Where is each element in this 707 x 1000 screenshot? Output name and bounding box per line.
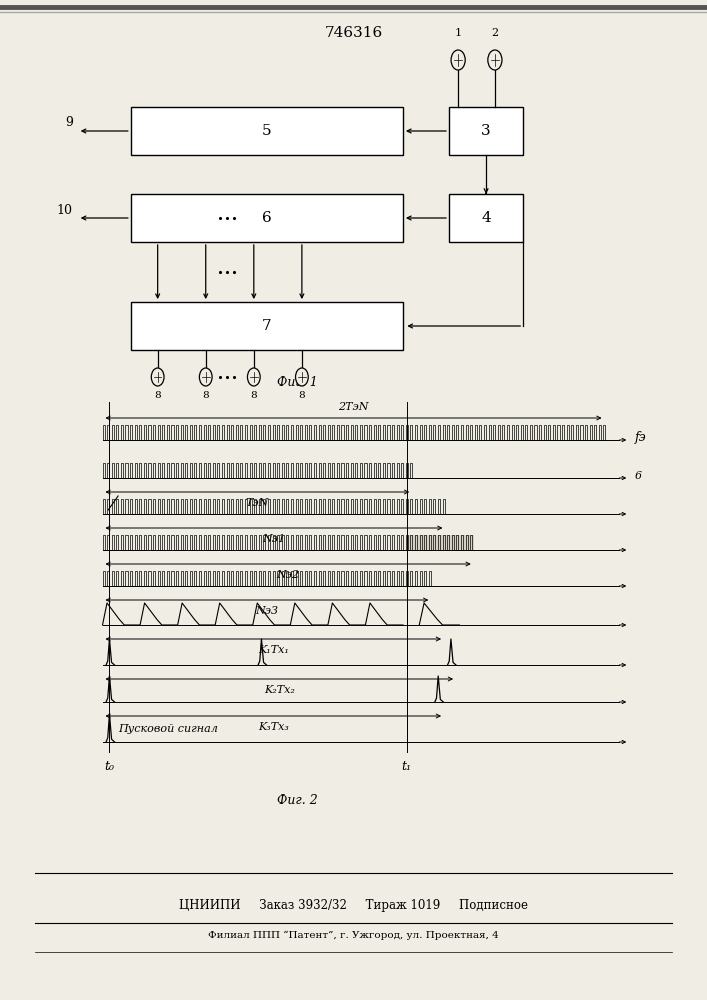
Text: fэ: fэ <box>635 432 646 444</box>
Bar <box>131 302 403 350</box>
Text: 1: 1 <box>455 28 462 38</box>
Text: K₂Tх₂: K₂Tх₂ <box>264 685 295 695</box>
Text: 8: 8 <box>250 391 257 400</box>
Circle shape <box>451 50 465 70</box>
Text: Фиг. 2: Фиг. 2 <box>276 794 317 806</box>
Text: 2: 2 <box>491 28 498 38</box>
Bar <box>449 107 523 155</box>
Circle shape <box>488 50 502 70</box>
Text: TэN: TэN <box>245 498 269 508</box>
Circle shape <box>247 368 260 386</box>
Text: Филиал ППП “Патент”, г. Ужгород, ул. Проектная, 4: Филиал ППП “Патент”, г. Ужгород, ул. Про… <box>208 930 499 940</box>
Bar <box>131 194 403 242</box>
Text: Nэ3: Nэ3 <box>255 606 279 616</box>
Circle shape <box>199 368 212 386</box>
Bar <box>131 107 403 155</box>
Text: 8: 8 <box>298 391 305 400</box>
Text: 6: 6 <box>262 211 271 225</box>
Text: 3: 3 <box>481 124 491 138</box>
Text: 8: 8 <box>202 391 209 400</box>
Text: t₀: t₀ <box>104 760 114 773</box>
Text: K₁Tх₁: K₁Tх₁ <box>258 645 288 655</box>
Circle shape <box>151 368 164 386</box>
Text: 5: 5 <box>262 124 271 138</box>
Text: 2TэN: 2TэN <box>338 402 369 412</box>
Text: t₁: t₁ <box>402 760 411 773</box>
Text: 4: 4 <box>481 211 491 225</box>
Text: Фиг. 1: Фиг. 1 <box>276 375 317 388</box>
Text: K₃Tх₃: K₃Tх₃ <box>258 722 288 732</box>
Text: Пусковой сигнал: Пусковой сигнал <box>118 724 218 734</box>
Text: 10: 10 <box>57 204 73 217</box>
Text: ЦНИИПИ     Заказ 3932/32     Тираж 1019     Подписное: ЦНИИПИ Заказ 3932/32 Тираж 1019 Подписно… <box>179 898 528 912</box>
Text: Nэ2: Nэ2 <box>276 570 300 580</box>
Circle shape <box>296 368 308 386</box>
Text: Nэ1: Nэ1 <box>262 534 286 544</box>
Text: 8: 8 <box>154 391 161 400</box>
Text: 9: 9 <box>65 116 73 129</box>
Text: 746316: 746316 <box>325 26 382 40</box>
Text: 6: 6 <box>635 471 642 481</box>
Text: 7: 7 <box>262 319 271 333</box>
Bar <box>449 194 523 242</box>
Bar <box>407 535 474 550</box>
